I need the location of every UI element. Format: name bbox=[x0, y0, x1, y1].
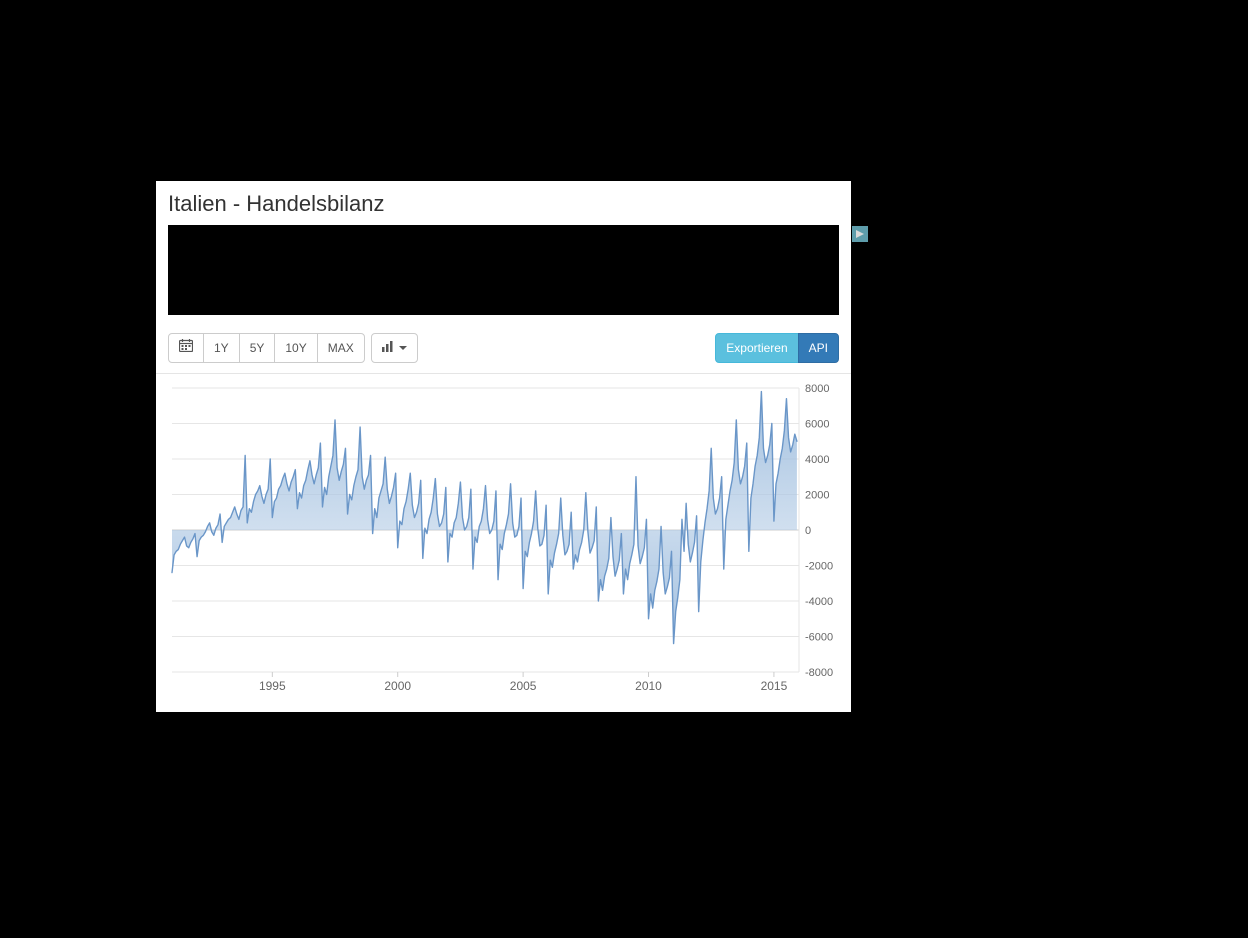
chart-type-button[interactable] bbox=[371, 333, 418, 363]
chart-toolbar: 1Y 5Y 10Y MAX bbox=[156, 327, 851, 374]
range-1y-button[interactable]: 1Y bbox=[203, 333, 240, 363]
svg-text:6000: 6000 bbox=[805, 419, 829, 431]
svg-text:0: 0 bbox=[805, 525, 811, 537]
calendar-button[interactable] bbox=[168, 333, 204, 363]
toolbar-right: Exportieren API bbox=[715, 333, 839, 363]
svg-text:1995: 1995 bbox=[259, 679, 286, 693]
svg-text:-8000: -8000 bbox=[805, 667, 833, 679]
chart-area[interactable]: -8000 -6000 -4000 -2000 0 2000 4000 6000 8000 199… bbox=[156, 374, 851, 712]
svg-text:2005: 2005 bbox=[510, 679, 537, 693]
svg-text:-6000: -6000 bbox=[805, 632, 833, 644]
chart-panel: Italien - Handelsbilanz bbox=[156, 181, 851, 712]
toolbar-left: 1Y 5Y 10Y MAX bbox=[168, 333, 418, 363]
range-button-group: 1Y 5Y 10Y MAX bbox=[168, 333, 365, 363]
svg-text:-2000: -2000 bbox=[805, 561, 833, 573]
range-10y-button[interactable]: 10Y bbox=[274, 333, 317, 363]
chevron-down-icon bbox=[399, 346, 407, 350]
svg-text:2015: 2015 bbox=[761, 679, 788, 693]
svg-text:2000: 2000 bbox=[805, 490, 829, 502]
range-max-button[interactable]: MAX bbox=[317, 333, 365, 363]
range-5y-button[interactable]: 5Y bbox=[239, 333, 276, 363]
svg-text:8000: 8000 bbox=[805, 383, 829, 395]
svg-text:-4000: -4000 bbox=[805, 596, 833, 608]
bar-chart-icon bbox=[382, 339, 395, 357]
svg-text:2010: 2010 bbox=[635, 679, 662, 693]
page-title: Italien - Handelsbilanz bbox=[156, 181, 851, 225]
svg-text:2000: 2000 bbox=[384, 679, 411, 693]
api-button[interactable]: API bbox=[798, 333, 839, 363]
stage: Italien - Handelsbilanz bbox=[0, 0, 1248, 938]
svg-text:4000: 4000 bbox=[805, 454, 829, 466]
export-button[interactable]: Exportieren bbox=[715, 333, 798, 363]
calendar-icon bbox=[179, 339, 193, 357]
ad-banner[interactable] bbox=[168, 225, 839, 315]
chart-type-group bbox=[371, 333, 418, 363]
trade-balance-chart: -8000 -6000 -4000 -2000 0 2000 4000 6000 8000 199… bbox=[164, 380, 843, 700]
adchoices-icon[interactable] bbox=[852, 226, 868, 242]
